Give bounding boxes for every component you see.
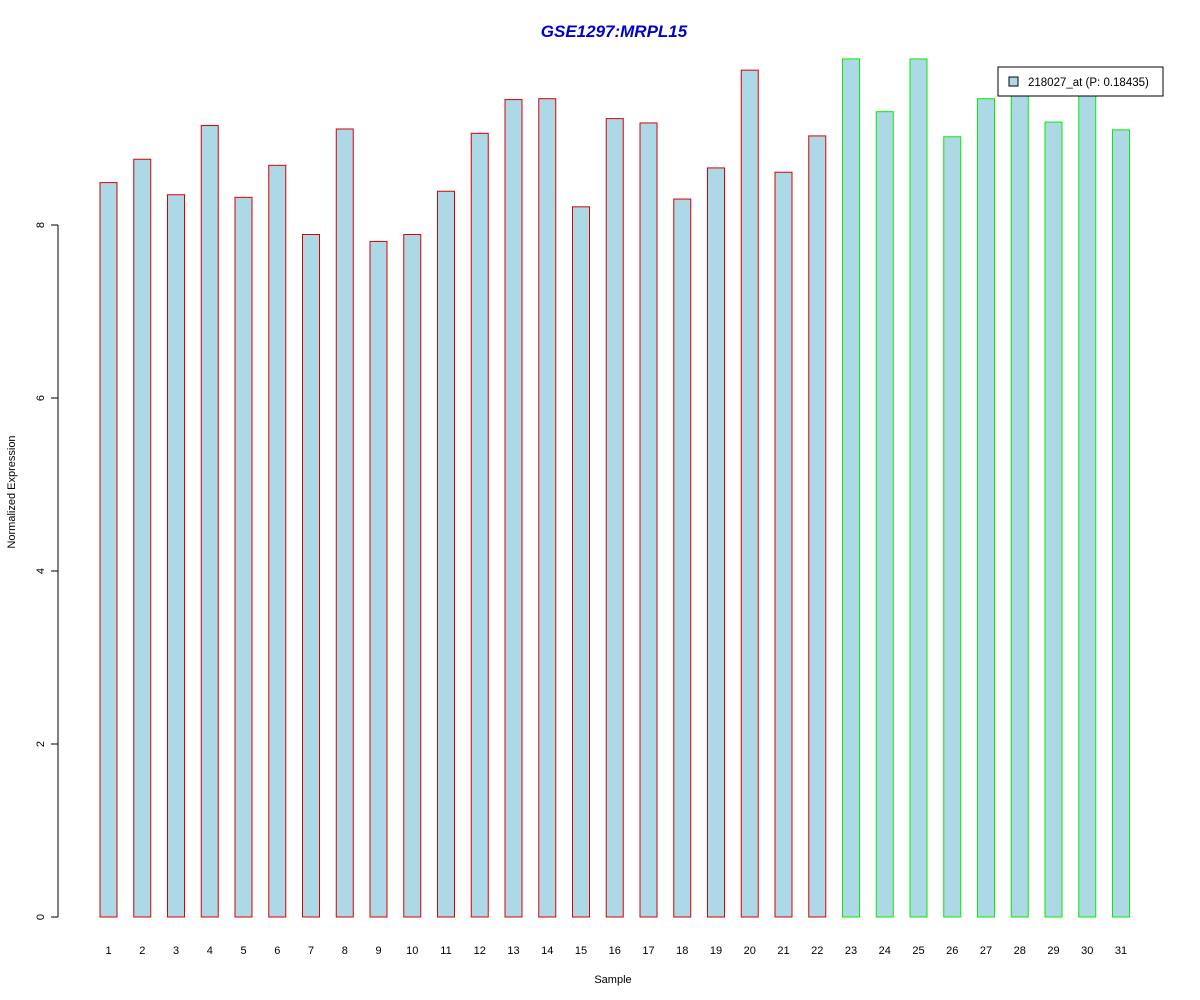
x-tick-label: 16 [609,945,621,957]
x-tick-label: 12 [474,945,486,957]
bar-sample-15 [572,206,590,918]
bar-sample-27 [977,98,995,918]
x-axis-label: Sample [594,974,631,986]
x-tick-label: 5 [240,945,246,957]
y-tick-label: 6 [35,395,47,401]
legend-swatch [1008,76,1019,87]
bar-sample-22 [808,135,827,918]
x-tick-label: 31 [1115,945,1127,957]
bar-sample-30 [1078,86,1097,918]
bar-sample-20 [740,69,759,918]
legend: 218027_at (P: 0.18435) [997,66,1164,97]
x-tick-label: 25 [912,945,924,957]
bars [99,58,1130,918]
x-tick-label: 15 [575,945,587,957]
bar-sample-19 [707,167,725,918]
bar-sample-29 [1044,121,1063,918]
bar-sample-1 [99,182,118,918]
bar-sample-10 [403,234,422,918]
x-tick-label: 11 [440,945,451,957]
bar-sample-6 [268,164,287,918]
x-tick-label: 22 [811,945,823,957]
bar-sample-25 [909,58,928,918]
bar-sample-23 [842,58,860,918]
bar-sample-5 [234,196,253,918]
x-tick-labels: 1 2 3 4 5 6 7 8 9 10 11 12 13 14 15 16 17 18 19 20 21 22 23 24 2… [105,945,1127,957]
x-tick-label: 20 [744,945,756,957]
bar-sample-24 [875,111,894,918]
bar-sample-18 [673,198,692,918]
bar-sample-28 [1010,84,1029,918]
y-ticks: 0 2 4 6 8 [35,222,58,920]
x-tick-label: 29 [1047,945,1059,957]
x-tick-label: 24 [879,945,891,957]
bar-sample-26 [943,136,962,918]
bar-sample-16 [605,118,624,918]
y-tick-label: 8 [35,222,47,228]
x-tick-label: 23 [845,945,857,957]
bar-sample-14 [538,98,557,918]
x-tick-label: 26 [946,945,958,957]
x-tick-label: 7 [308,945,314,957]
bar-sample-11 [437,190,455,918]
y-tick-label: 4 [35,568,47,574]
x-tick-label: 19 [710,945,722,957]
x-tick-label: 17 [642,945,654,957]
y-tick-label: 2 [35,741,47,747]
x-tick-label: 27 [980,945,992,957]
bar-sample-13 [504,99,523,918]
legend-label: 218027_at (P: 0.18435) [1028,77,1149,89]
chart-title: GSE1297:MRPL15 [541,22,688,41]
y-axis-label: Normalized Expression [6,435,18,548]
x-tick-label: 10 [406,945,418,957]
x-tick-label: 2 [139,945,145,957]
legend-box [997,66,1164,97]
y-axis: 0 2 4 6 8 [35,222,59,920]
y-tick-label: 0 [35,914,47,920]
bar-sample-4 [200,125,219,918]
bar-sample-3 [167,194,185,918]
x-tick-label: 21 [777,945,789,957]
x-tick-label: 4 [207,945,213,957]
bar-sample-9 [369,240,388,918]
x-tick-label: 8 [342,945,348,957]
x-tick-label: 13 [507,945,519,957]
x-tick-label: 30 [1081,945,1093,957]
x-tick-label: 9 [375,945,381,957]
x-tick-label: 28 [1014,945,1026,957]
bar-sample-12 [470,132,489,918]
bar-sample-7 [302,234,320,918]
bar-sample-31 [1112,129,1130,918]
bar-sample-2 [133,158,152,918]
bar-sample-21 [774,171,793,918]
x-tick-label: 6 [274,945,280,957]
x-tick-label: 1 [105,945,111,957]
bar-sample-8 [335,128,354,918]
x-tick-label: 18 [676,945,688,957]
x-tick-label: 14 [541,945,553,957]
bar-sample-17 [639,122,658,918]
x-tick-label: 3 [173,945,179,957]
